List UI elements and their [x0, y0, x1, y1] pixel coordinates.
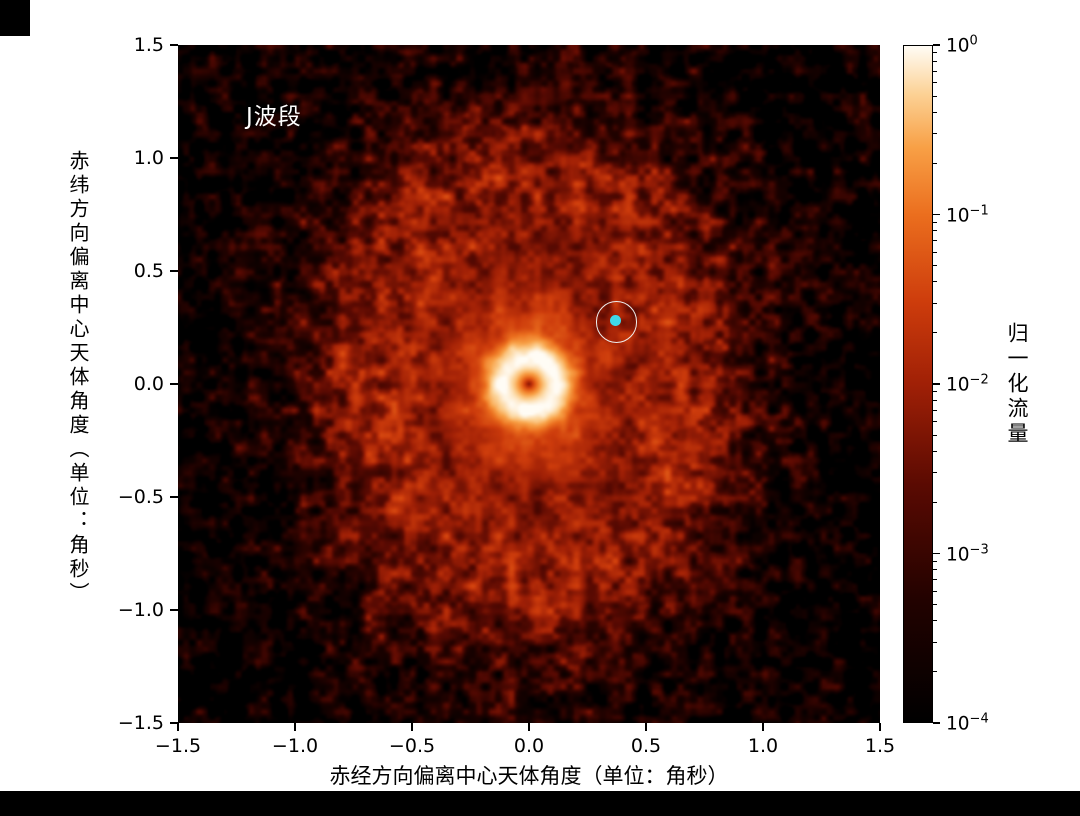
colorbar-minor-tick-mark — [933, 265, 937, 267]
colorbar-minor-tick-mark — [933, 60, 937, 62]
x-tick-label: 1.0 — [747, 735, 779, 757]
colorbar-minor-tick-mark — [933, 399, 937, 401]
colorbar-minor-tick-mark — [933, 409, 937, 411]
colorbar-minor-tick-mark — [933, 671, 937, 673]
x-tick-label: 1.5 — [864, 735, 896, 757]
colorbar-minor-tick-mark — [933, 391, 937, 393]
colorbar-minor-tick-mark — [933, 590, 937, 592]
colorbar-minor-tick-mark — [933, 82, 937, 84]
colorbar-minor-tick-mark — [933, 111, 937, 113]
colorbar-minor-tick-mark — [933, 604, 937, 606]
band-label: J波段 — [246, 104, 302, 130]
y-tick-label: 0.5 — [133, 260, 164, 282]
colorbar-minor-tick-mark — [933, 434, 937, 436]
colorbar — [903, 45, 933, 723]
colorbar-tick-mark — [933, 722, 940, 724]
colorbar-minor-tick-mark — [933, 230, 937, 232]
y-tick-mark — [170, 157, 178, 159]
colorbar-tick-label: 10−3 — [946, 541, 989, 566]
letterbox-bottom — [0, 791, 1080, 816]
y-tick-mark — [170, 496, 178, 498]
colorbar-label: 归一化流量 — [1005, 322, 1029, 447]
colorbar-minor-tick-mark — [933, 450, 937, 452]
colorbar-minor-tick-mark — [933, 221, 937, 223]
colorbar-minor-tick-mark — [933, 240, 937, 242]
heatmap-image — [178, 45, 880, 723]
colorbar-minor-tick-mark — [933, 281, 937, 283]
colorbar-tick-label: 10−4 — [946, 711, 989, 735]
y-tick-mark — [170, 270, 178, 272]
colorbar-tick-label: 10−2 — [946, 372, 989, 396]
x-axis-label: 赤经方向偏离中心天体角度（单位：角秒） — [329, 764, 729, 788]
colorbar-minor-tick-mark — [933, 641, 937, 643]
x-tick-label: 0.0 — [513, 735, 545, 757]
colorbar-minor-tick-mark — [933, 332, 937, 334]
y-tick-mark — [170, 609, 178, 611]
colorbar-tick-label: 100 — [946, 33, 978, 57]
y-tick-mark — [170, 722, 178, 724]
y-tick-label: 0.0 — [133, 373, 164, 395]
x-tick-mark — [528, 723, 530, 731]
x-tick-mark — [645, 723, 647, 731]
companion-circle-marker — [595, 300, 638, 343]
y-tick-label: −0.5 — [117, 486, 164, 508]
colorbar-tick-mark — [933, 44, 940, 46]
colorbar-tick-mark — [933, 383, 940, 385]
colorbar-minor-tick-mark — [933, 501, 937, 503]
x-tick-label: −1.0 — [271, 735, 319, 757]
y-tick-label: 1.5 — [133, 34, 164, 56]
colorbar-minor-tick-mark — [933, 569, 937, 571]
y-tick-label: 1.0 — [133, 147, 164, 169]
colorbar-minor-tick-mark — [933, 579, 937, 581]
colorbar-tick-mark — [933, 552, 940, 555]
y-tick-label: −1.0 — [117, 599, 164, 621]
y-tick-label: −1.5 — [117, 712, 164, 734]
colorbar-minor-tick-mark — [933, 95, 937, 97]
colorbar-minor-tick-mark — [933, 620, 937, 622]
x-tick-label: −1.5 — [154, 735, 202, 757]
colorbar-minor-tick-mark — [933, 421, 937, 423]
colorbar-minor-tick-mark — [933, 70, 937, 72]
colorbar-minor-tick-mark — [933, 52, 937, 54]
x-tick-mark — [294, 723, 296, 731]
x-tick-mark — [762, 723, 764, 731]
colorbar-minor-tick-mark — [933, 133, 937, 135]
colorbar-tick-mark — [933, 213, 940, 216]
x-tick-label: 0.5 — [630, 735, 662, 757]
y-axis-label: 赤纬方向偏离中心天体角度（单位：角秒） — [66, 150, 90, 606]
y-tick-mark — [170, 383, 178, 385]
colorbar-minor-tick-mark — [933, 251, 937, 253]
y-tick-mark — [170, 44, 178, 46]
colorbar-tick-label: 10−1 — [946, 202, 989, 227]
x-tick-mark — [411, 723, 413, 731]
image-panel: J波段 — [178, 45, 880, 723]
colorbar-minor-tick-mark — [933, 302, 937, 304]
letterbox-top-left — [0, 0, 30, 36]
x-tick-mark — [177, 723, 179, 731]
colorbar-minor-tick-mark — [933, 162, 937, 164]
colorbar-minor-tick-mark — [933, 560, 937, 562]
x-tick-mark — [879, 723, 881, 731]
colorbar-minor-tick-mark — [933, 472, 937, 474]
companion-dot-marker — [610, 315, 621, 327]
x-tick-label: −0.5 — [388, 735, 436, 757]
